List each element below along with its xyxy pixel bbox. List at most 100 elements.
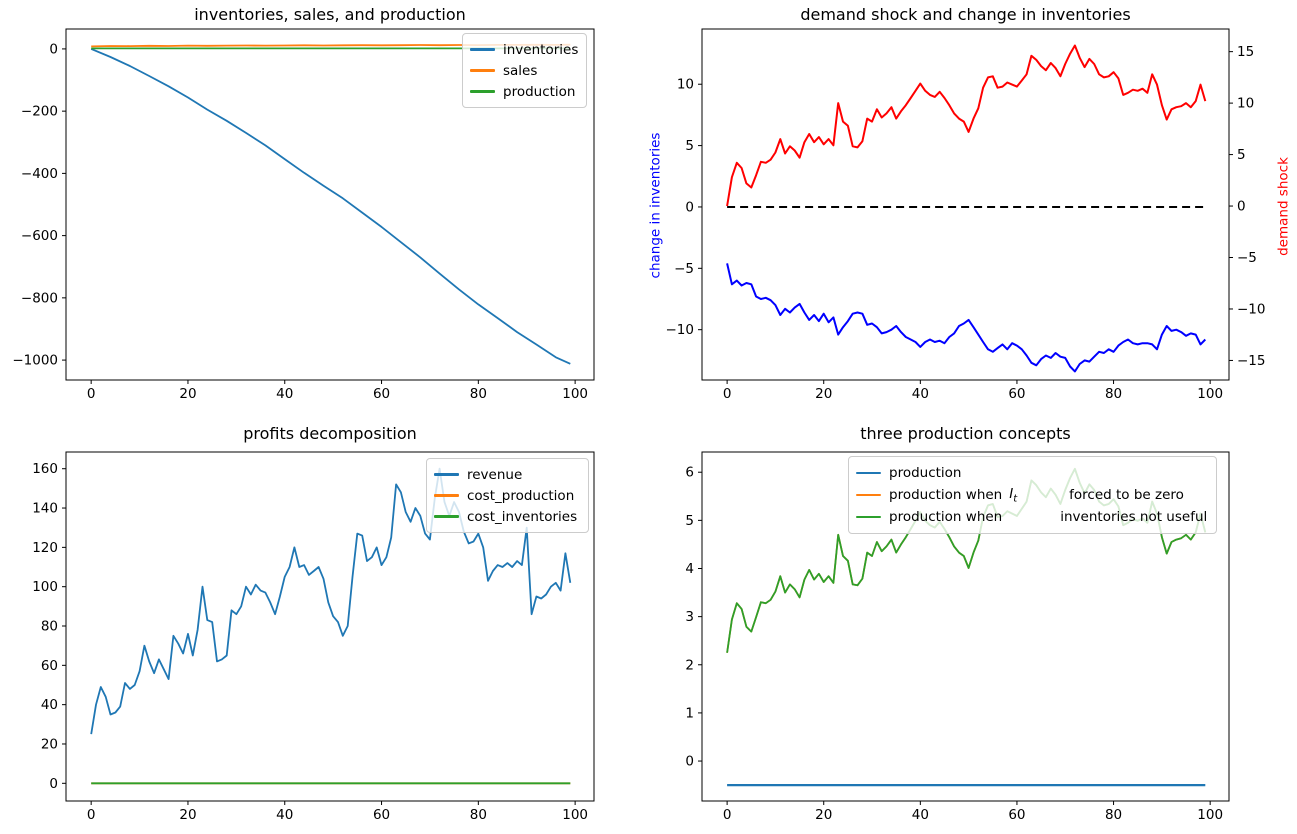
cost-production-line-swatch xyxy=(434,494,459,497)
y-tick-label: 0 xyxy=(685,199,694,215)
y-tick-label: −10 xyxy=(666,322,695,338)
y-tick-label: 160 xyxy=(32,461,58,477)
right-y-tick-label: 10 xyxy=(1237,96,1254,112)
line-demand-shock xyxy=(726,44,1207,207)
y-tick-label: 3 xyxy=(685,609,694,625)
production-line-swatch xyxy=(470,90,495,93)
legend-label: production xyxy=(889,465,962,481)
line-revenue xyxy=(90,467,572,735)
x-tick-label: 0 xyxy=(87,807,96,823)
x-tick-label: 100 xyxy=(1197,807,1223,823)
legend-label: production xyxy=(503,83,576,100)
y-tick-label: 2 xyxy=(685,657,694,673)
y-tick-label: 0 xyxy=(685,754,694,770)
legend-item: sales xyxy=(470,60,579,81)
y-tick-label: −200 xyxy=(21,104,58,120)
legend-label: revenue xyxy=(467,466,523,483)
axes-spines xyxy=(65,451,595,802)
subplot-inventories-sales-production: 0 20 40 60 80 100 0 −200 −400 −600 −800 −1000 xyxy=(12,28,595,402)
y-tick-label: 6 xyxy=(685,465,694,481)
axes-spines xyxy=(65,28,595,381)
sales-line-swatch xyxy=(470,69,495,72)
title-profits-decomposition: profits decomposition xyxy=(243,424,417,443)
x-tick-label: 20 xyxy=(179,386,196,402)
y-tick-label: 0 xyxy=(49,776,58,792)
ylabel-demand-shock: demand shock xyxy=(1275,157,1292,256)
legend-label: sales xyxy=(503,62,538,79)
x-tick-label: 60 xyxy=(373,807,390,823)
y-tick-label: 40 xyxy=(41,697,58,713)
y-tick-label: 0 xyxy=(49,41,58,57)
legend-item: production when It forced to be zero xyxy=(856,484,1209,506)
x-tick-label: 100 xyxy=(1197,386,1223,402)
y-tick-label: 10 xyxy=(677,77,694,93)
x-tick-label: 0 xyxy=(723,807,732,823)
legend-item: inventories xyxy=(470,39,579,60)
line-change-in-inventories xyxy=(726,263,1207,373)
x-tick-label: 60 xyxy=(373,386,390,402)
legend-inventories-sales-production: inventories sales production xyxy=(462,33,587,108)
x-tick-label: 40 xyxy=(276,807,293,823)
legend-label: production when xyxy=(889,487,1003,503)
x-tick-label: 80 xyxy=(1105,386,1122,402)
right-y-tick-label: −10 xyxy=(1237,301,1266,317)
x-tick-label: 100 xyxy=(562,386,588,402)
x-tick-label: 60 xyxy=(1008,386,1025,402)
x-tick-label: 20 xyxy=(815,386,832,402)
subplot-profits-decomposition: 0 20 40 60 80 100 0 20 40 60 80 100 120 140 160 xyxy=(32,451,595,823)
right-y-tick-label: 15 xyxy=(1237,44,1254,60)
axes-spines xyxy=(701,451,1230,802)
y-tick-label: 4 xyxy=(685,561,694,577)
cost-inventories-line-swatch xyxy=(434,515,459,518)
legend-item: cost_production xyxy=(434,485,581,506)
x-tick-label: 80 xyxy=(1105,807,1122,823)
y-tick-label: 20 xyxy=(41,736,58,752)
x-tick-label: 60 xyxy=(1008,807,1025,823)
y-tick-label: 5 xyxy=(685,513,694,529)
x-tick-label: 80 xyxy=(470,807,487,823)
x-tick-label: 20 xyxy=(815,807,832,823)
right-y-tick-label: 0 xyxy=(1237,199,1246,215)
title-demand-shock-change-in-inventories: demand shock and change in inventories xyxy=(800,5,1131,24)
y-tick-label: 80 xyxy=(41,619,58,635)
production-line-swatch xyxy=(856,471,881,475)
revenue-line-swatch xyxy=(434,473,459,476)
legend-label: production when xyxy=(889,509,1003,525)
production-when-inventories-not-useful-line-swatch xyxy=(856,515,881,519)
legend-item: revenue xyxy=(434,464,581,485)
x-tick-label: 40 xyxy=(912,807,929,823)
y-tick-label: −800 xyxy=(21,290,58,306)
legend-label: inventories xyxy=(503,41,579,58)
x-tick-label: 0 xyxy=(87,386,96,402)
axes-spines xyxy=(701,28,1230,381)
y-tick-label: −1000 xyxy=(12,353,58,369)
y-tick-label: 5 xyxy=(685,138,694,154)
right-y-tick-label: −15 xyxy=(1237,353,1266,369)
x-tick-label: 100 xyxy=(562,807,588,823)
legend-profits-decomposition: revenue cost_production cost_inventories xyxy=(426,458,589,533)
legend-item: production when inventories not useful xyxy=(856,506,1209,528)
math-variable-It: It xyxy=(1009,485,1018,505)
right-y-tick-label: 5 xyxy=(1237,147,1246,163)
y-tick-label: 100 xyxy=(32,579,58,595)
legend-item: production xyxy=(856,462,1209,484)
line-inventories xyxy=(90,48,571,365)
legend-label: inventories not useful xyxy=(1060,509,1208,525)
y-tick-label: 120 xyxy=(32,540,58,556)
x-tick-label: 40 xyxy=(276,386,293,402)
y-tick-label: 60 xyxy=(41,658,58,674)
x-tick-label: 80 xyxy=(470,386,487,402)
inventories-line-swatch xyxy=(470,48,495,51)
legend-label: cost_production xyxy=(467,487,575,504)
legend-label: forced to be zero xyxy=(1069,487,1184,503)
x-tick-label: 40 xyxy=(912,386,929,402)
ylabel-change-in-inventories: change in inventories xyxy=(647,132,664,279)
y-tick-label: −400 xyxy=(21,166,58,182)
title-inventories-sales-production: inventories, sales, and production xyxy=(194,5,466,24)
y-tick-label: 1 xyxy=(685,705,694,721)
x-tick-label: 0 xyxy=(723,386,732,402)
legend-label: cost_inventories xyxy=(467,508,578,525)
title-three-production-concepts: three production concepts xyxy=(860,424,1071,443)
